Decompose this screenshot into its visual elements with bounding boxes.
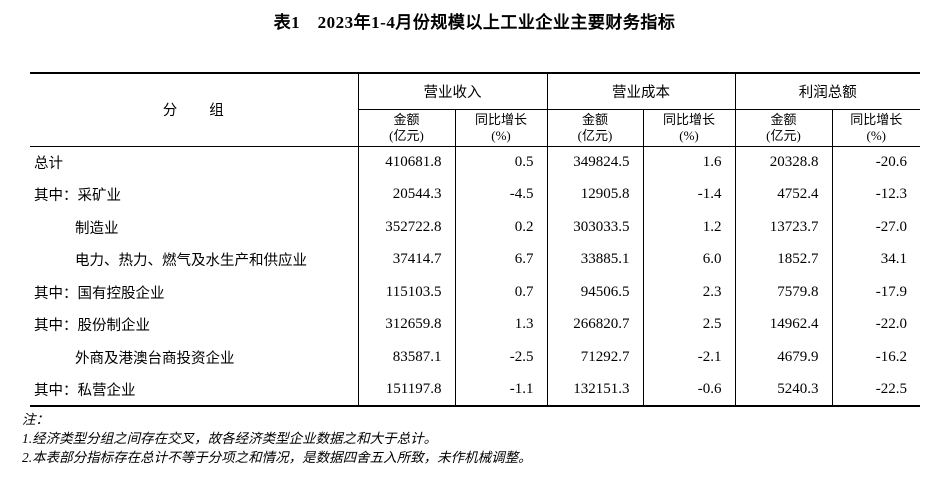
cell-revenue-amount: 115103.5 [357, 276, 455, 309]
header-group-row: 分 组 营业收入 营业成本 利润总额 [30, 73, 920, 147]
cell-profit-growth: -22.5 [831, 373, 920, 406]
col-header-cost-amount: 金额 (亿元) [546, 109, 643, 147]
cell-profit-amount: 14962.4 [734, 308, 832, 341]
table-row-total: 总计 410681.8 0.5 349824.5 1.6 20328.8 -20… [30, 146, 920, 179]
row-label: 其中：国有控股企业 [34, 285, 165, 302]
table-row-utilities: 电力、热力、燃气及水生产和供应业 37414.7 6.7 33885.1 6.0… [30, 243, 920, 276]
cell-profit-amount: 4752.4 [734, 178, 832, 211]
cell-revenue-amount: 410681.8 [357, 146, 455, 179]
table-row-mining: 其中：采矿业 20544.3 -4.5 12905.8 -1.4 4752.4 … [30, 178, 920, 211]
cell-profit-growth: -16.2 [831, 341, 920, 374]
col-header-profit-growth: 同比增长 (%) [831, 109, 920, 147]
cell-revenue-growth: -2.5 [454, 341, 547, 374]
cell-profit-amount: 1852.7 [734, 243, 832, 276]
row-label: 总计 [34, 156, 63, 172]
cell-profit-growth: 34.1 [831, 243, 920, 276]
cell-cost-amount: 12905.8 [546, 178, 643, 211]
cell-cost-amount: 71292.7 [546, 341, 643, 374]
cell-profit-growth: -27.0 [831, 211, 920, 244]
header-sub-row: 金额 (亿元) 同比增长 (%) 金额 (亿元) 同比增长 (%) 金额 (亿元) 同比增… [30, 109, 920, 147]
col-header-revenue-growth: 同比增长 (%) [454, 109, 547, 147]
cell-cost-amount: 94506.5 [546, 276, 643, 309]
notes-heading: 注： [22, 412, 49, 427]
cell-revenue-growth: 0.5 [454, 146, 547, 179]
row-label: 电力、热力、燃气及水生产和供应业 [75, 253, 307, 270]
cell-cost-amount: 33885.1 [546, 243, 643, 276]
page-title: 表1 2023年1-4月份规模以上工业企业主要财务指标 [273, 13, 676, 32]
financial-indicators-table: 分 组 营业收入 营业成本 利润总额 金额 (亿元) 同比增长 (%) 金额 (亿元)… [30, 72, 920, 407]
cell-profit-growth: -12.3 [831, 178, 920, 211]
cell-revenue-amount: 20544.3 [357, 178, 455, 211]
cell-revenue-amount: 37414.7 [357, 243, 455, 276]
cell-profit-growth: -22.0 [831, 308, 920, 341]
cell-revenue-growth: -4.5 [454, 178, 547, 211]
note-item-2: 2.本表部分指标存在总计不等于分项之和情况，是数据四舍五入所致，未作机械调整。 [22, 450, 532, 465]
cell-profit-amount: 20328.8 [734, 146, 832, 179]
cell-profit-amount: 4679.9 [734, 341, 832, 374]
table-notes: 注： 1.经济类型分组之间存在交叉，故各经济类型企业数据之和大于总计。 2.本表… [22, 410, 922, 467]
cell-cost-amount: 132151.3 [546, 373, 643, 406]
cell-profit-growth: -20.6 [831, 146, 920, 179]
table-row-foreign-invested: 外商及港澳台商投资企业 83587.1 -2.5 71292.7 -2.1 46… [30, 341, 920, 374]
cell-cost-amount: 303033.5 [546, 211, 643, 244]
cell-profit-amount: 13723.7 [734, 211, 832, 244]
col-header-revenue-amount: 金额 (亿元) [357, 109, 455, 147]
row-label: 其中：股份制企业 [34, 318, 150, 335]
cell-revenue-growth: 0.7 [454, 276, 547, 309]
cell-revenue-amount: 312659.8 [357, 308, 455, 341]
col-header-group: 分 组 [30, 73, 358, 147]
cell-revenue-amount: 352722.8 [357, 211, 455, 244]
col-header-profit: 利润总额 [734, 73, 920, 110]
row-label: 其中：私营企业 [34, 382, 136, 399]
cell-revenue-growth: 0.2 [454, 211, 547, 244]
cell-cost-growth: 2.3 [642, 276, 735, 309]
cell-revenue-growth: -1.1 [454, 373, 547, 406]
cell-cost-growth: 1.6 [642, 146, 735, 179]
row-label: 外商及港澳台商投资企业 [75, 350, 235, 367]
row-label: 其中：采矿业 [34, 188, 121, 205]
cell-revenue-amount: 83587.1 [357, 341, 455, 374]
cell-cost-growth: 2.5 [642, 308, 735, 341]
table-row-private: 其中：私营企业 151197.8 -1.1 132151.3 -0.6 5240… [30, 373, 920, 406]
table-row-state-holding: 其中：国有控股企业 115103.5 0.7 94506.5 2.3 7579.… [30, 276, 920, 309]
cell-profit-growth: -17.9 [831, 276, 920, 309]
cell-profit-amount: 7579.8 [734, 276, 832, 309]
cell-profit-amount: 5240.3 [734, 373, 832, 406]
cell-cost-growth: -1.4 [642, 178, 735, 211]
cell-cost-amount: 349824.5 [546, 146, 643, 179]
col-header-cost: 营业成本 [546, 73, 735, 110]
cell-cost-growth: -0.6 [642, 373, 735, 406]
row-label: 制造业 [75, 220, 119, 237]
col-header-cost-growth: 同比增长 (%) [642, 109, 735, 147]
cell-cost-growth: 6.0 [642, 243, 735, 276]
cell-revenue-amount: 151197.8 [357, 373, 455, 406]
cell-revenue-growth: 1.3 [454, 308, 547, 341]
cell-cost-amount: 266820.7 [546, 308, 643, 341]
note-item-1: 1.经济类型分组之间存在交叉，故各经济类型企业数据之和大于总计。 [22, 431, 438, 446]
table-row-manufacturing: 制造业 352722.8 0.2 303033.5 1.2 13723.7 -2… [30, 211, 920, 244]
cell-cost-growth: -2.1 [642, 341, 735, 374]
cell-revenue-growth: 6.7 [454, 243, 547, 276]
cell-cost-growth: 1.2 [642, 211, 735, 244]
table-row-shareholding: 其中：股份制企业 312659.8 1.3 266820.7 2.5 14962… [30, 308, 920, 341]
col-header-revenue: 营业收入 [357, 73, 547, 110]
col-header-profit-amount: 金额 (亿元) [734, 109, 832, 147]
